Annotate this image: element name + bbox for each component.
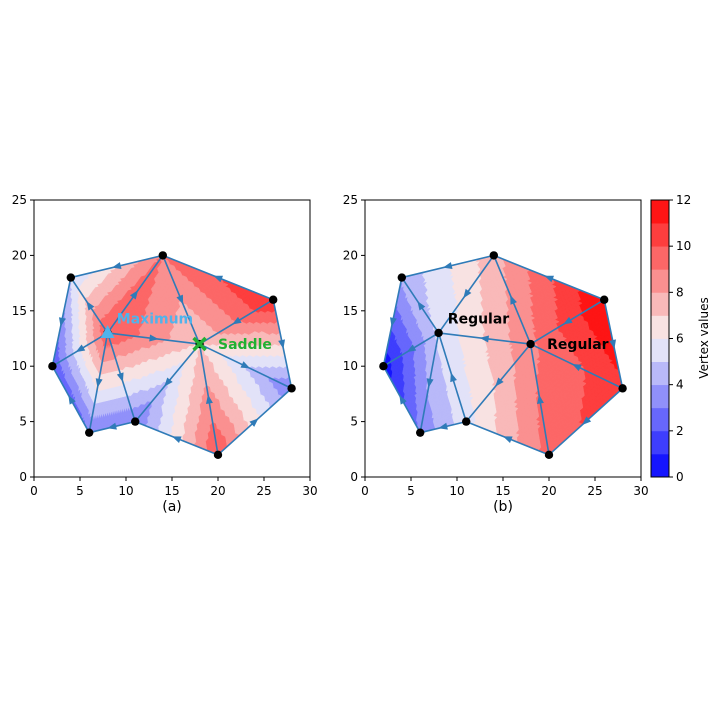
contour-fill-a xyxy=(51,254,293,456)
